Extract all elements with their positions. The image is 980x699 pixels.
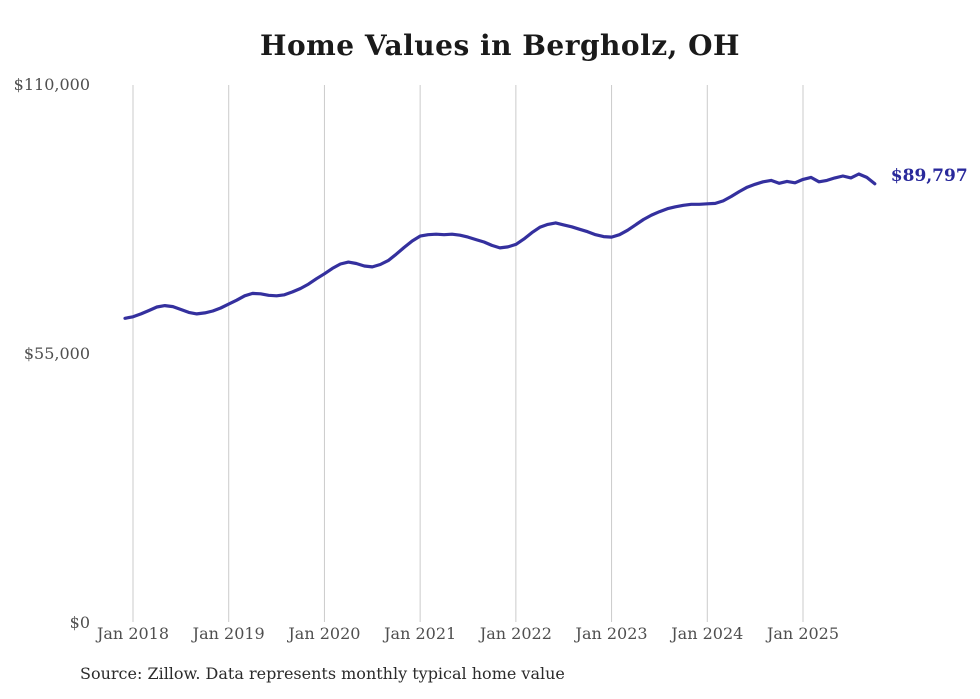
source-note: Source: Zillow. Data represents monthly … — [80, 664, 565, 683]
x-axis-tick-label: Jan 2018 — [96, 624, 170, 643]
x-axis-tick-label: Jan 2025 — [766, 624, 840, 643]
x-axis-tick-label: Jan 2021 — [384, 624, 457, 643]
y-axis-tick-label: $110,000 — [13, 75, 90, 94]
x-axis-tick-label: Jan 2020 — [288, 624, 361, 643]
y-axis-tick-label: $0 — [69, 613, 90, 632]
home-value-line — [123, 172, 877, 320]
latest-value-label: $89,797 — [890, 165, 968, 186]
x-axis-tick-label: Jan 2024 — [671, 624, 744, 643]
x-axis-tick-label: Jan 2022 — [479, 624, 552, 643]
y-axis-tick-label: $55,000 — [23, 344, 90, 363]
x-axis-tick-label: Jan 2023 — [575, 624, 648, 643]
x-axis-tick-label: Jan 2019 — [192, 624, 265, 643]
chart-title: Home Values in Bergholz, OH — [260, 29, 740, 62]
